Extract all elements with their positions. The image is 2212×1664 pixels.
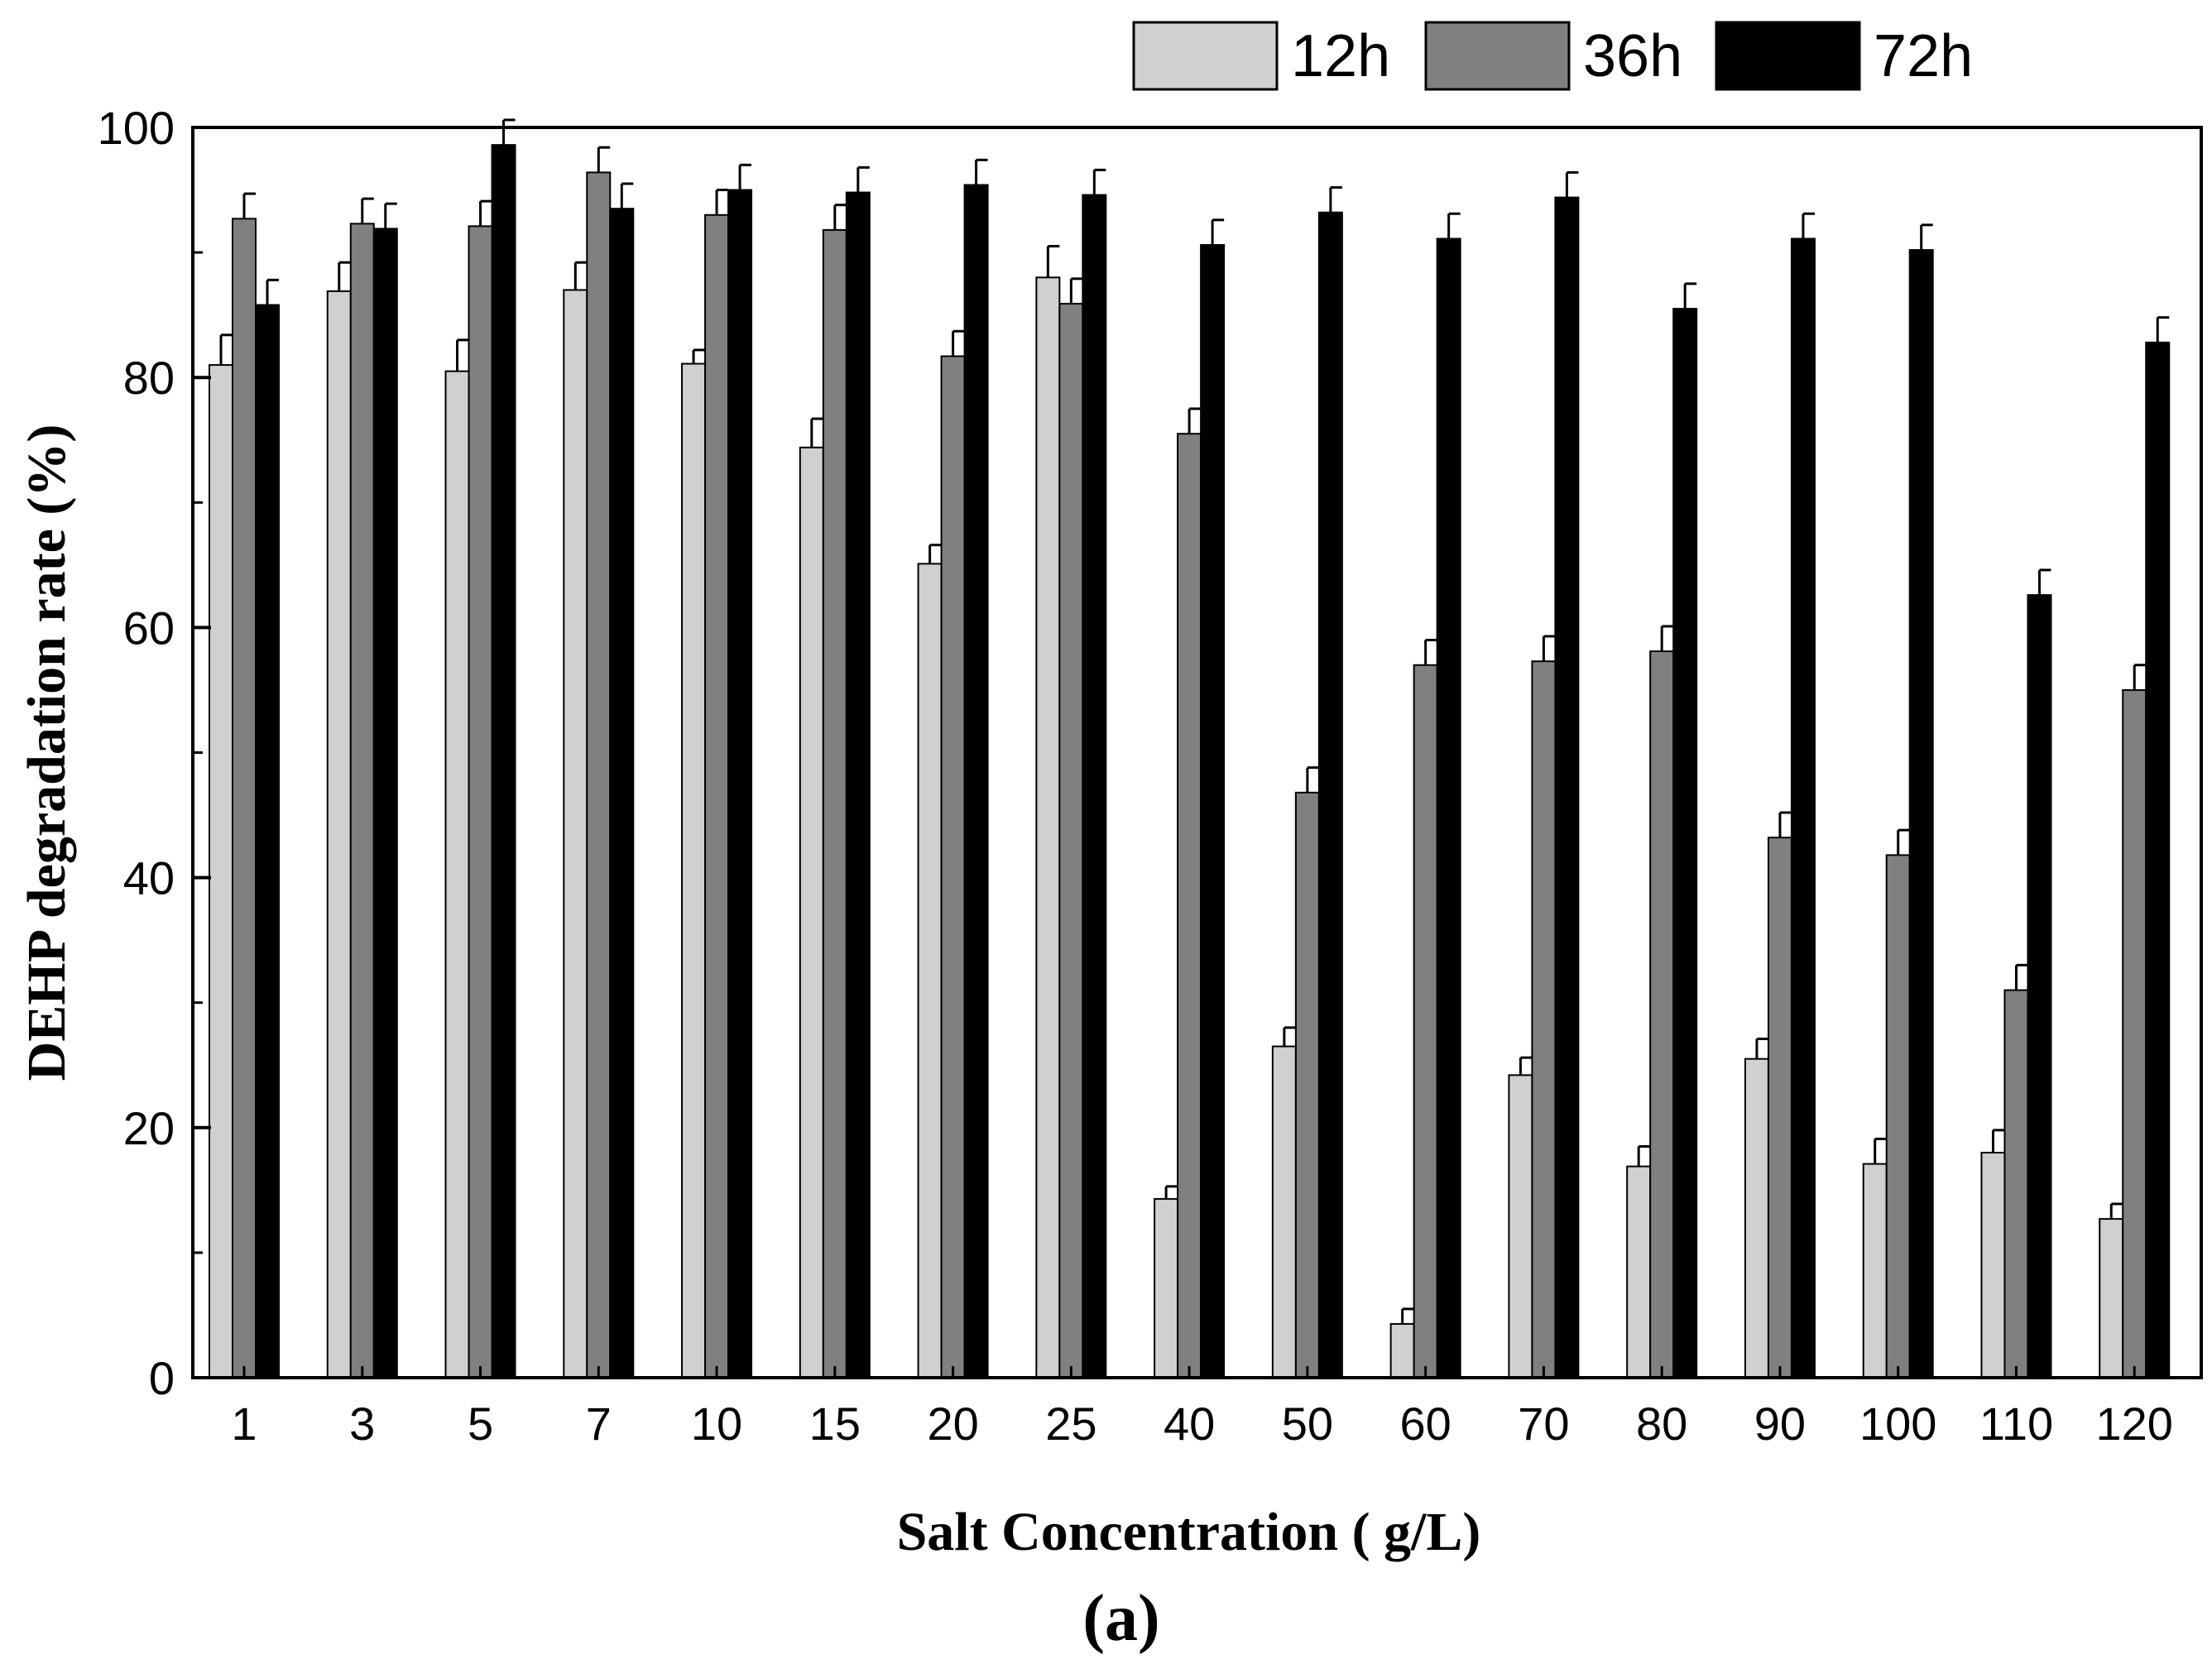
bar-36h-60 bbox=[1413, 664, 1438, 1379]
y-tick-label: 100 bbox=[98, 102, 175, 154]
panel-label: (a) bbox=[1082, 1582, 1159, 1655]
bar-36h-90 bbox=[1767, 837, 1792, 1379]
bar-12h-25 bbox=[1035, 276, 1061, 1379]
bar-12h-3 bbox=[326, 290, 352, 1379]
bar-12h-120 bbox=[2099, 1218, 2124, 1379]
bars bbox=[209, 144, 2171, 1379]
bar-36h-3 bbox=[349, 223, 375, 1379]
bar-72h-70 bbox=[1554, 196, 1580, 1379]
x-tick-label: 70 bbox=[1518, 1398, 1569, 1450]
bar-36h-1 bbox=[232, 218, 257, 1379]
bar-72h-20 bbox=[963, 184, 989, 1379]
bar-72h-60 bbox=[1436, 237, 1461, 1379]
bar-12h-70 bbox=[1508, 1074, 1533, 1379]
y-tick-label: 80 bbox=[123, 352, 175, 404]
y-tick-label: 40 bbox=[123, 852, 175, 904]
bar-72h-25 bbox=[1082, 194, 1107, 1379]
x-tick-label: 100 bbox=[1859, 1398, 1936, 1450]
bar-12h-100 bbox=[1862, 1163, 1888, 1379]
bar-72h-100 bbox=[1908, 249, 1934, 1379]
bar-12h-20 bbox=[917, 563, 943, 1379]
bar-36h-15 bbox=[822, 228, 847, 1379]
bar-12h-80 bbox=[1626, 1165, 1652, 1379]
bar-36h-80 bbox=[1649, 650, 1675, 1379]
x-tick-label: 10 bbox=[691, 1398, 742, 1450]
x-axis: 1 3 5 7 10 15 20 25 40 50 60 70 80 90 100 110 120 bbox=[231, 1366, 2173, 1450]
bar-72h-3 bbox=[372, 228, 398, 1379]
bar-36h-20 bbox=[940, 355, 966, 1379]
bar-72h-40 bbox=[1200, 244, 1226, 1379]
bar-72h-80 bbox=[1672, 308, 1698, 1379]
y-axis-title: DEHP degradation rate (%) bbox=[17, 424, 77, 1081]
bar-72h-7 bbox=[609, 208, 635, 1379]
bar-12h-40 bbox=[1154, 1197, 1179, 1379]
x-tick-label: 50 bbox=[1282, 1398, 1333, 1450]
x-tick-label: 5 bbox=[468, 1398, 493, 1450]
x-tick-label: 25 bbox=[1045, 1398, 1096, 1450]
x-tick-label: 120 bbox=[2096, 1398, 2173, 1450]
bar-12h-5 bbox=[444, 370, 470, 1379]
bar-72h-1 bbox=[255, 304, 280, 1379]
bar-36h-10 bbox=[704, 213, 730, 1379]
x-tick-label: 80 bbox=[1636, 1398, 1687, 1450]
x-tick-label: 3 bbox=[349, 1398, 375, 1450]
bar-12h-15 bbox=[799, 446, 824, 1379]
y-tick-label: 60 bbox=[123, 602, 175, 654]
bar-36h-50 bbox=[1294, 791, 1320, 1379]
bar-72h-120 bbox=[2145, 341, 2171, 1379]
bar-36h-110 bbox=[2003, 989, 2029, 1379]
bar-12h-90 bbox=[1744, 1057, 1769, 1379]
bar-36h-70 bbox=[1531, 660, 1557, 1379]
y-tick-label: 20 bbox=[123, 1102, 175, 1154]
y-tick-label: 0 bbox=[149, 1352, 175, 1404]
legend-label-36h: 36h bbox=[1583, 23, 1682, 89]
x-axis-title: Salt Concentration ( g/L) bbox=[897, 1502, 1481, 1562]
bar-72h-90 bbox=[1790, 237, 1816, 1379]
x-tick-label: 20 bbox=[927, 1398, 978, 1450]
bar-72h-5 bbox=[491, 144, 516, 1379]
legend-swatch-12h bbox=[1132, 21, 1279, 91]
bar-36h-120 bbox=[2122, 688, 2147, 1379]
bar-12h-1 bbox=[209, 364, 233, 1379]
legend-swatch-36h bbox=[1424, 21, 1571, 91]
bar-12h-7 bbox=[563, 289, 588, 1379]
bar-12h-110 bbox=[1980, 1152, 2006, 1379]
error-bars bbox=[219, 118, 2170, 1325]
x-tick-label: 1 bbox=[231, 1398, 257, 1450]
x-tick-label: 7 bbox=[586, 1398, 612, 1450]
x-tick-label: 90 bbox=[1754, 1398, 1806, 1450]
bar-36h-5 bbox=[468, 225, 493, 1379]
x-tick-label: 15 bbox=[809, 1398, 861, 1450]
bar-12h-50 bbox=[1271, 1045, 1297, 1379]
bar-72h-15 bbox=[845, 191, 871, 1379]
bar-12h-60 bbox=[1389, 1323, 1415, 1379]
x-tick-label: 60 bbox=[1399, 1398, 1451, 1450]
legend: 12h 36h 72h bbox=[1132, 21, 1973, 91]
x-tick-label: 110 bbox=[1979, 1398, 2053, 1450]
x-tick-label: 40 bbox=[1164, 1398, 1215, 1450]
bar-36h-25 bbox=[1058, 303, 1084, 1379]
y-axis: 0 20 40 60 80 100 bbox=[98, 102, 211, 1404]
bar-72h-110 bbox=[2027, 594, 2052, 1379]
legend-swatch-72h bbox=[1715, 21, 1861, 91]
bar-36h-7 bbox=[586, 171, 612, 1379]
legend-label-72h: 72h bbox=[1874, 23, 1973, 89]
bar-36h-100 bbox=[1885, 854, 1911, 1379]
bar-72h-50 bbox=[1317, 211, 1343, 1379]
bar-72h-10 bbox=[727, 189, 753, 1379]
legend-label-12h: 12h bbox=[1291, 23, 1390, 89]
bar-12h-10 bbox=[681, 362, 707, 1379]
bar-36h-40 bbox=[1177, 433, 1202, 1379]
